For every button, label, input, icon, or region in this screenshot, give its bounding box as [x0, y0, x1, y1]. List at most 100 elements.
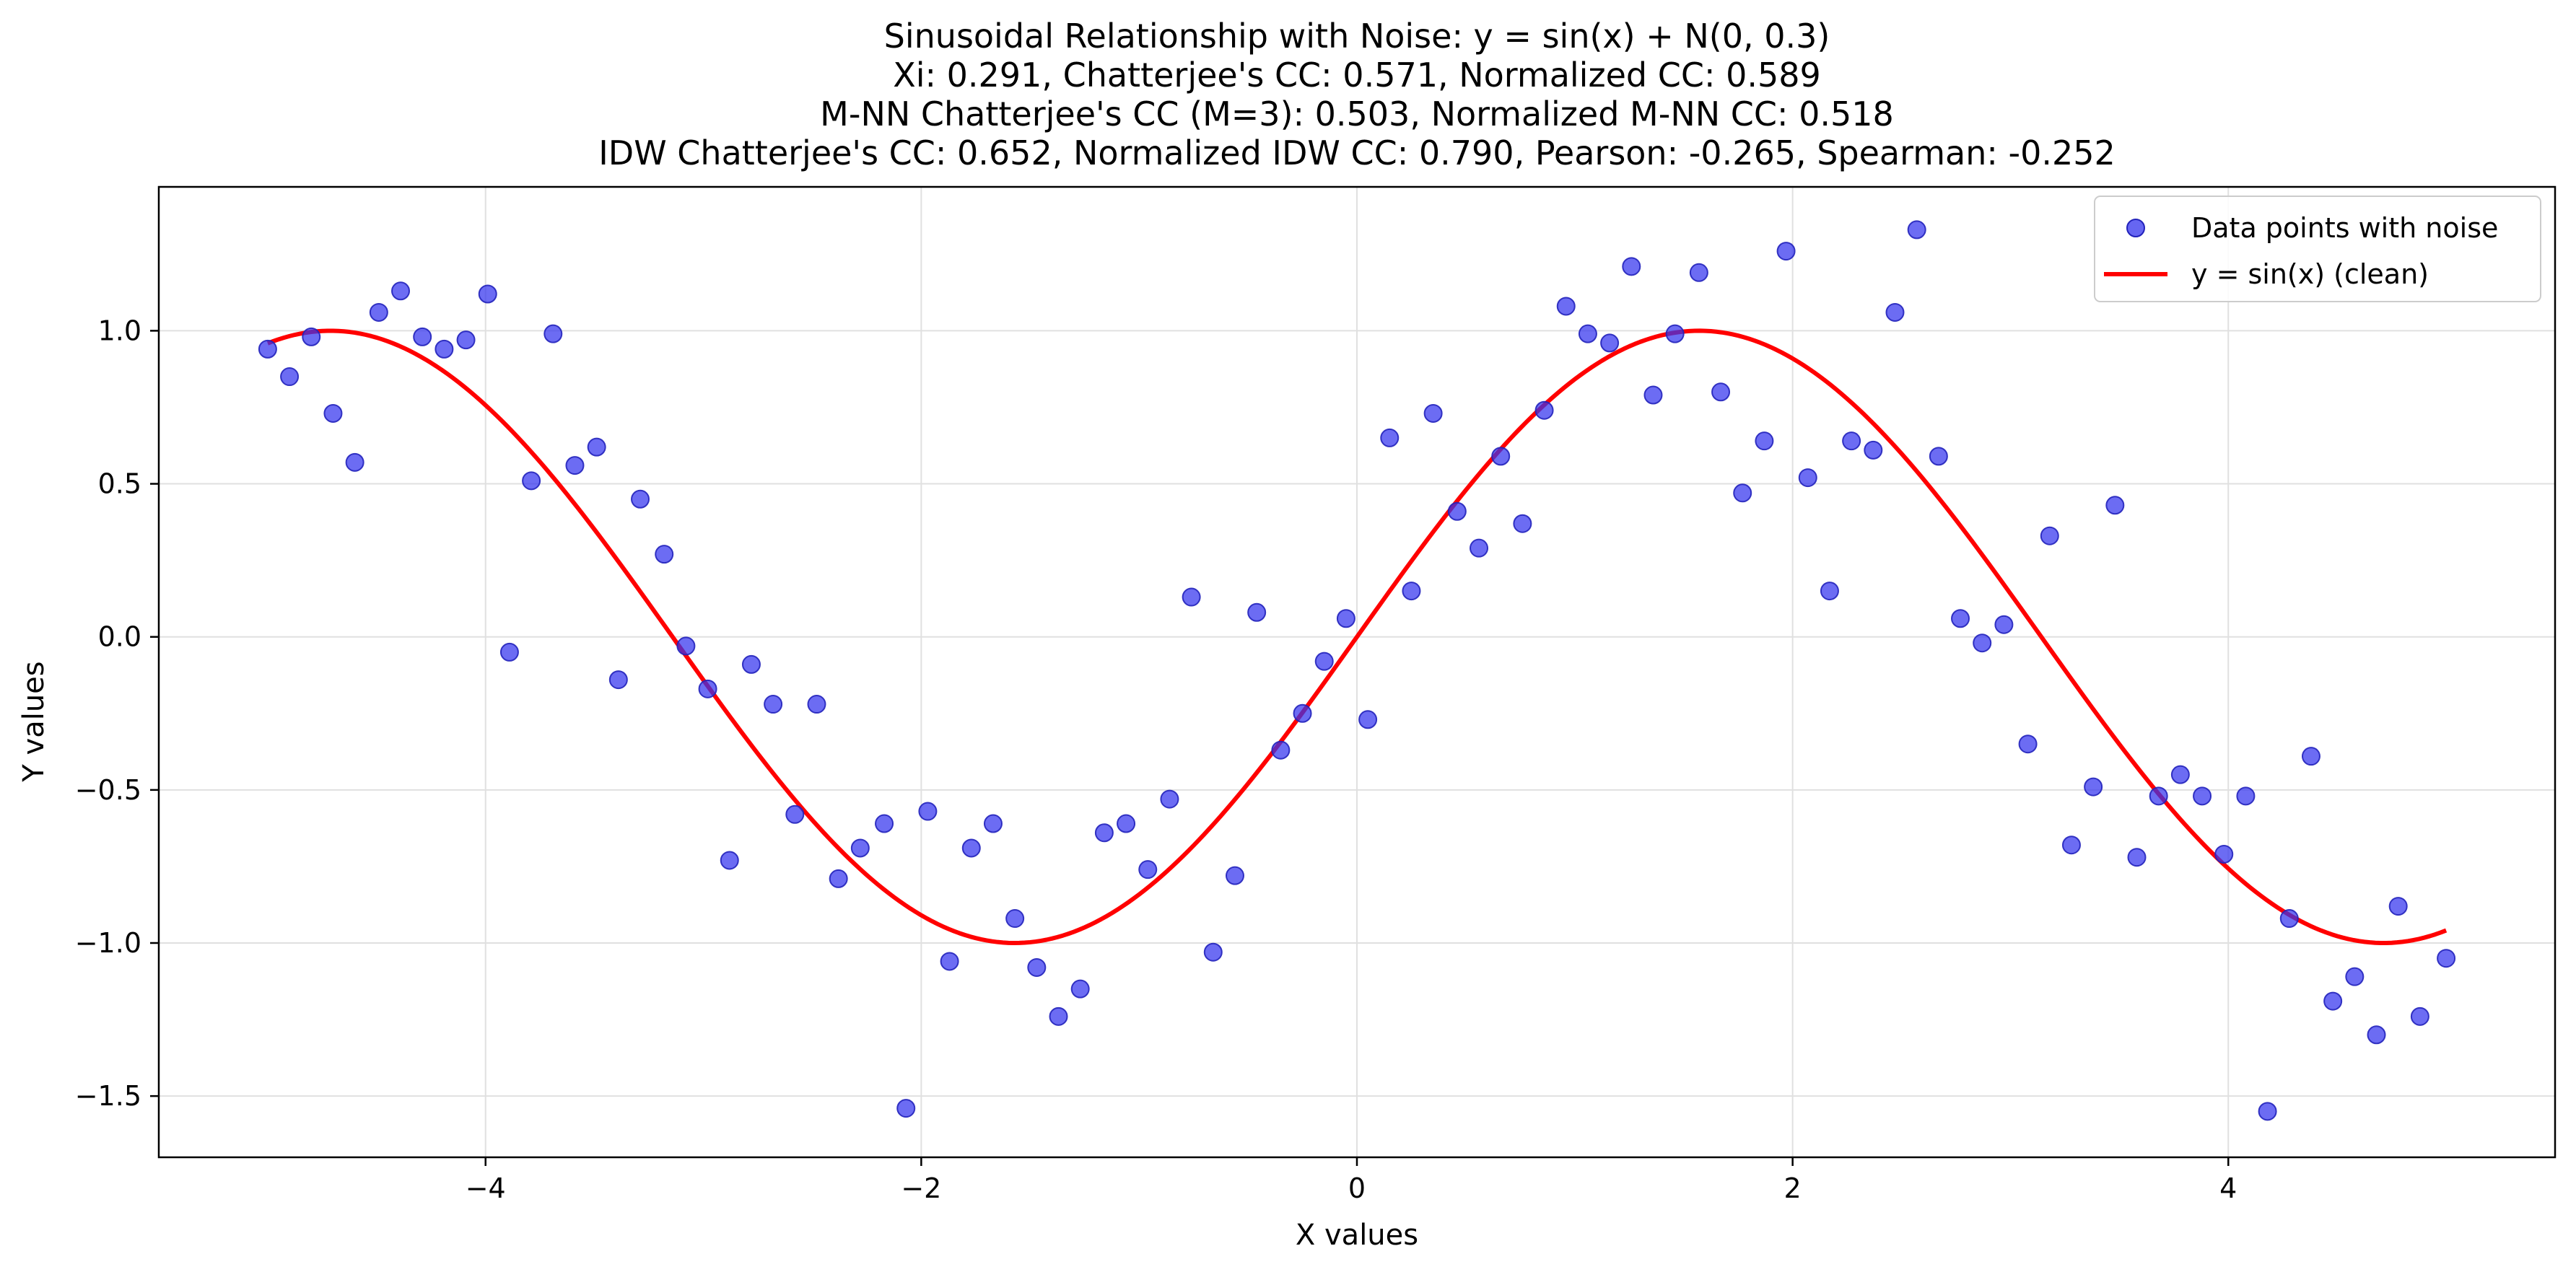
data-point [1665, 324, 1685, 343]
data-point [1402, 582, 1421, 601]
data-point [302, 327, 321, 346]
data-point [1513, 514, 1532, 533]
data-point [2367, 1025, 2386, 1045]
data-point [1225, 866, 1244, 885]
data-point [435, 339, 454, 359]
data-point [829, 869, 848, 888]
data-point [258, 339, 277, 359]
data-point [1929, 447, 1948, 466]
data-point [2018, 734, 2038, 754]
scatter-points [258, 220, 2456, 1121]
data-point [940, 952, 959, 971]
data-point [1798, 468, 1817, 488]
x-tick-label: 2 [1784, 1172, 1802, 1204]
title-line-2: Xi: 0.291, Chatterjee's CC: 0.571, Norma… [893, 56, 1821, 95]
data-point [1423, 403, 1443, 423]
data-point [1380, 428, 1400, 447]
data-point [1049, 1006, 1068, 1026]
data-point [280, 367, 300, 387]
data-point [1203, 942, 1223, 962]
data-point [2301, 747, 2320, 766]
data-point [720, 851, 739, 870]
data-point [2127, 848, 2147, 867]
data-point [1755, 431, 1774, 451]
y-tick-label: 0.0 [98, 621, 141, 653]
data-point [918, 802, 938, 821]
y-tick-label: 0.5 [98, 468, 141, 500]
data-point [896, 1099, 916, 1118]
data-point [807, 695, 826, 714]
y-tick-label: 1.0 [98, 315, 141, 346]
legend: Data points with noise y = sin(x) (clean… [2094, 196, 2541, 302]
data-point [2279, 909, 2299, 929]
legend-label-scatter: Data points with noise [2191, 212, 2498, 244]
data-point [1733, 483, 1752, 503]
data-point [741, 654, 761, 674]
title-line-1: Sinusoidal Relationship with Noise: y = … [884, 17, 1830, 56]
data-point [1578, 324, 1597, 343]
data-point [698, 679, 717, 698]
data-point [1689, 263, 1708, 282]
data-point [631, 489, 650, 509]
data-point [1447, 501, 1467, 521]
x-tick-label: −2 [901, 1172, 941, 1204]
x-axis-ticks: −4 −2 0 2 4 [466, 1157, 2237, 1204]
x-axis-label: X values [1296, 1219, 1418, 1252]
data-point [587, 437, 606, 457]
data-point [1491, 447, 1511, 466]
data-point [1005, 909, 1025, 929]
sine-line-layer [266, 328, 2448, 945]
data-point [2258, 1102, 2277, 1121]
data-point [2437, 949, 2456, 968]
data-point [1711, 382, 1731, 402]
y-tick-label: −0.5 [75, 774, 141, 806]
title-line-3: M-NN Chatterjee's CC (M=3): 0.503, Norma… [820, 95, 1894, 133]
data-point [875, 814, 894, 833]
data-point [961, 838, 981, 858]
data-point [1314, 652, 1334, 671]
data-point [1358, 710, 1378, 729]
data-point [1643, 385, 1663, 405]
x-tick-label: 4 [2219, 1172, 2237, 1204]
data-point [543, 324, 563, 343]
data-point [1271, 740, 1291, 760]
data-point [1470, 538, 1489, 558]
data-point [1907, 220, 1926, 240]
data-point [2170, 765, 2190, 784]
data-point [499, 642, 519, 662]
data-point [323, 403, 343, 423]
data-point [2323, 991, 2343, 1011]
data-point [2236, 786, 2256, 806]
data-point [1293, 703, 1312, 723]
data-point [369, 302, 388, 322]
x-tick-label: −4 [466, 1172, 506, 1204]
data-point [2061, 835, 2081, 855]
data-point [2040, 526, 2059, 545]
data-point [1951, 609, 1970, 628]
data-point [1556, 297, 1576, 316]
sine-curve-line [266, 328, 2448, 945]
data-point [2410, 1006, 2429, 1026]
data-point [2214, 844, 2234, 864]
data-point [850, 838, 870, 858]
data-point [1973, 633, 1992, 653]
data-point [478, 284, 497, 304]
data-point [1182, 587, 1201, 607]
data-point [2193, 786, 2212, 806]
data-point [2105, 496, 2125, 515]
data-point [2345, 967, 2365, 986]
data-point [1885, 302, 1905, 322]
data-point [1600, 333, 1620, 353]
data-point [608, 670, 628, 690]
data-point [391, 281, 411, 301]
legend-box [2094, 196, 2541, 302]
data-point [1070, 979, 1090, 999]
data-point [785, 804, 805, 824]
data-point [2388, 897, 2408, 916]
data-point [983, 814, 1003, 833]
y-tick-label: −1.5 [75, 1080, 141, 1112]
legend-label-line: y = sin(x) (clean) [2191, 258, 2429, 290]
y-axis-ticks: −1.5 −1.0 −0.5 0.0 0.5 1.0 [75, 315, 159, 1112]
data-point [1842, 431, 1861, 451]
legend-marker-scatter [2126, 219, 2145, 237]
